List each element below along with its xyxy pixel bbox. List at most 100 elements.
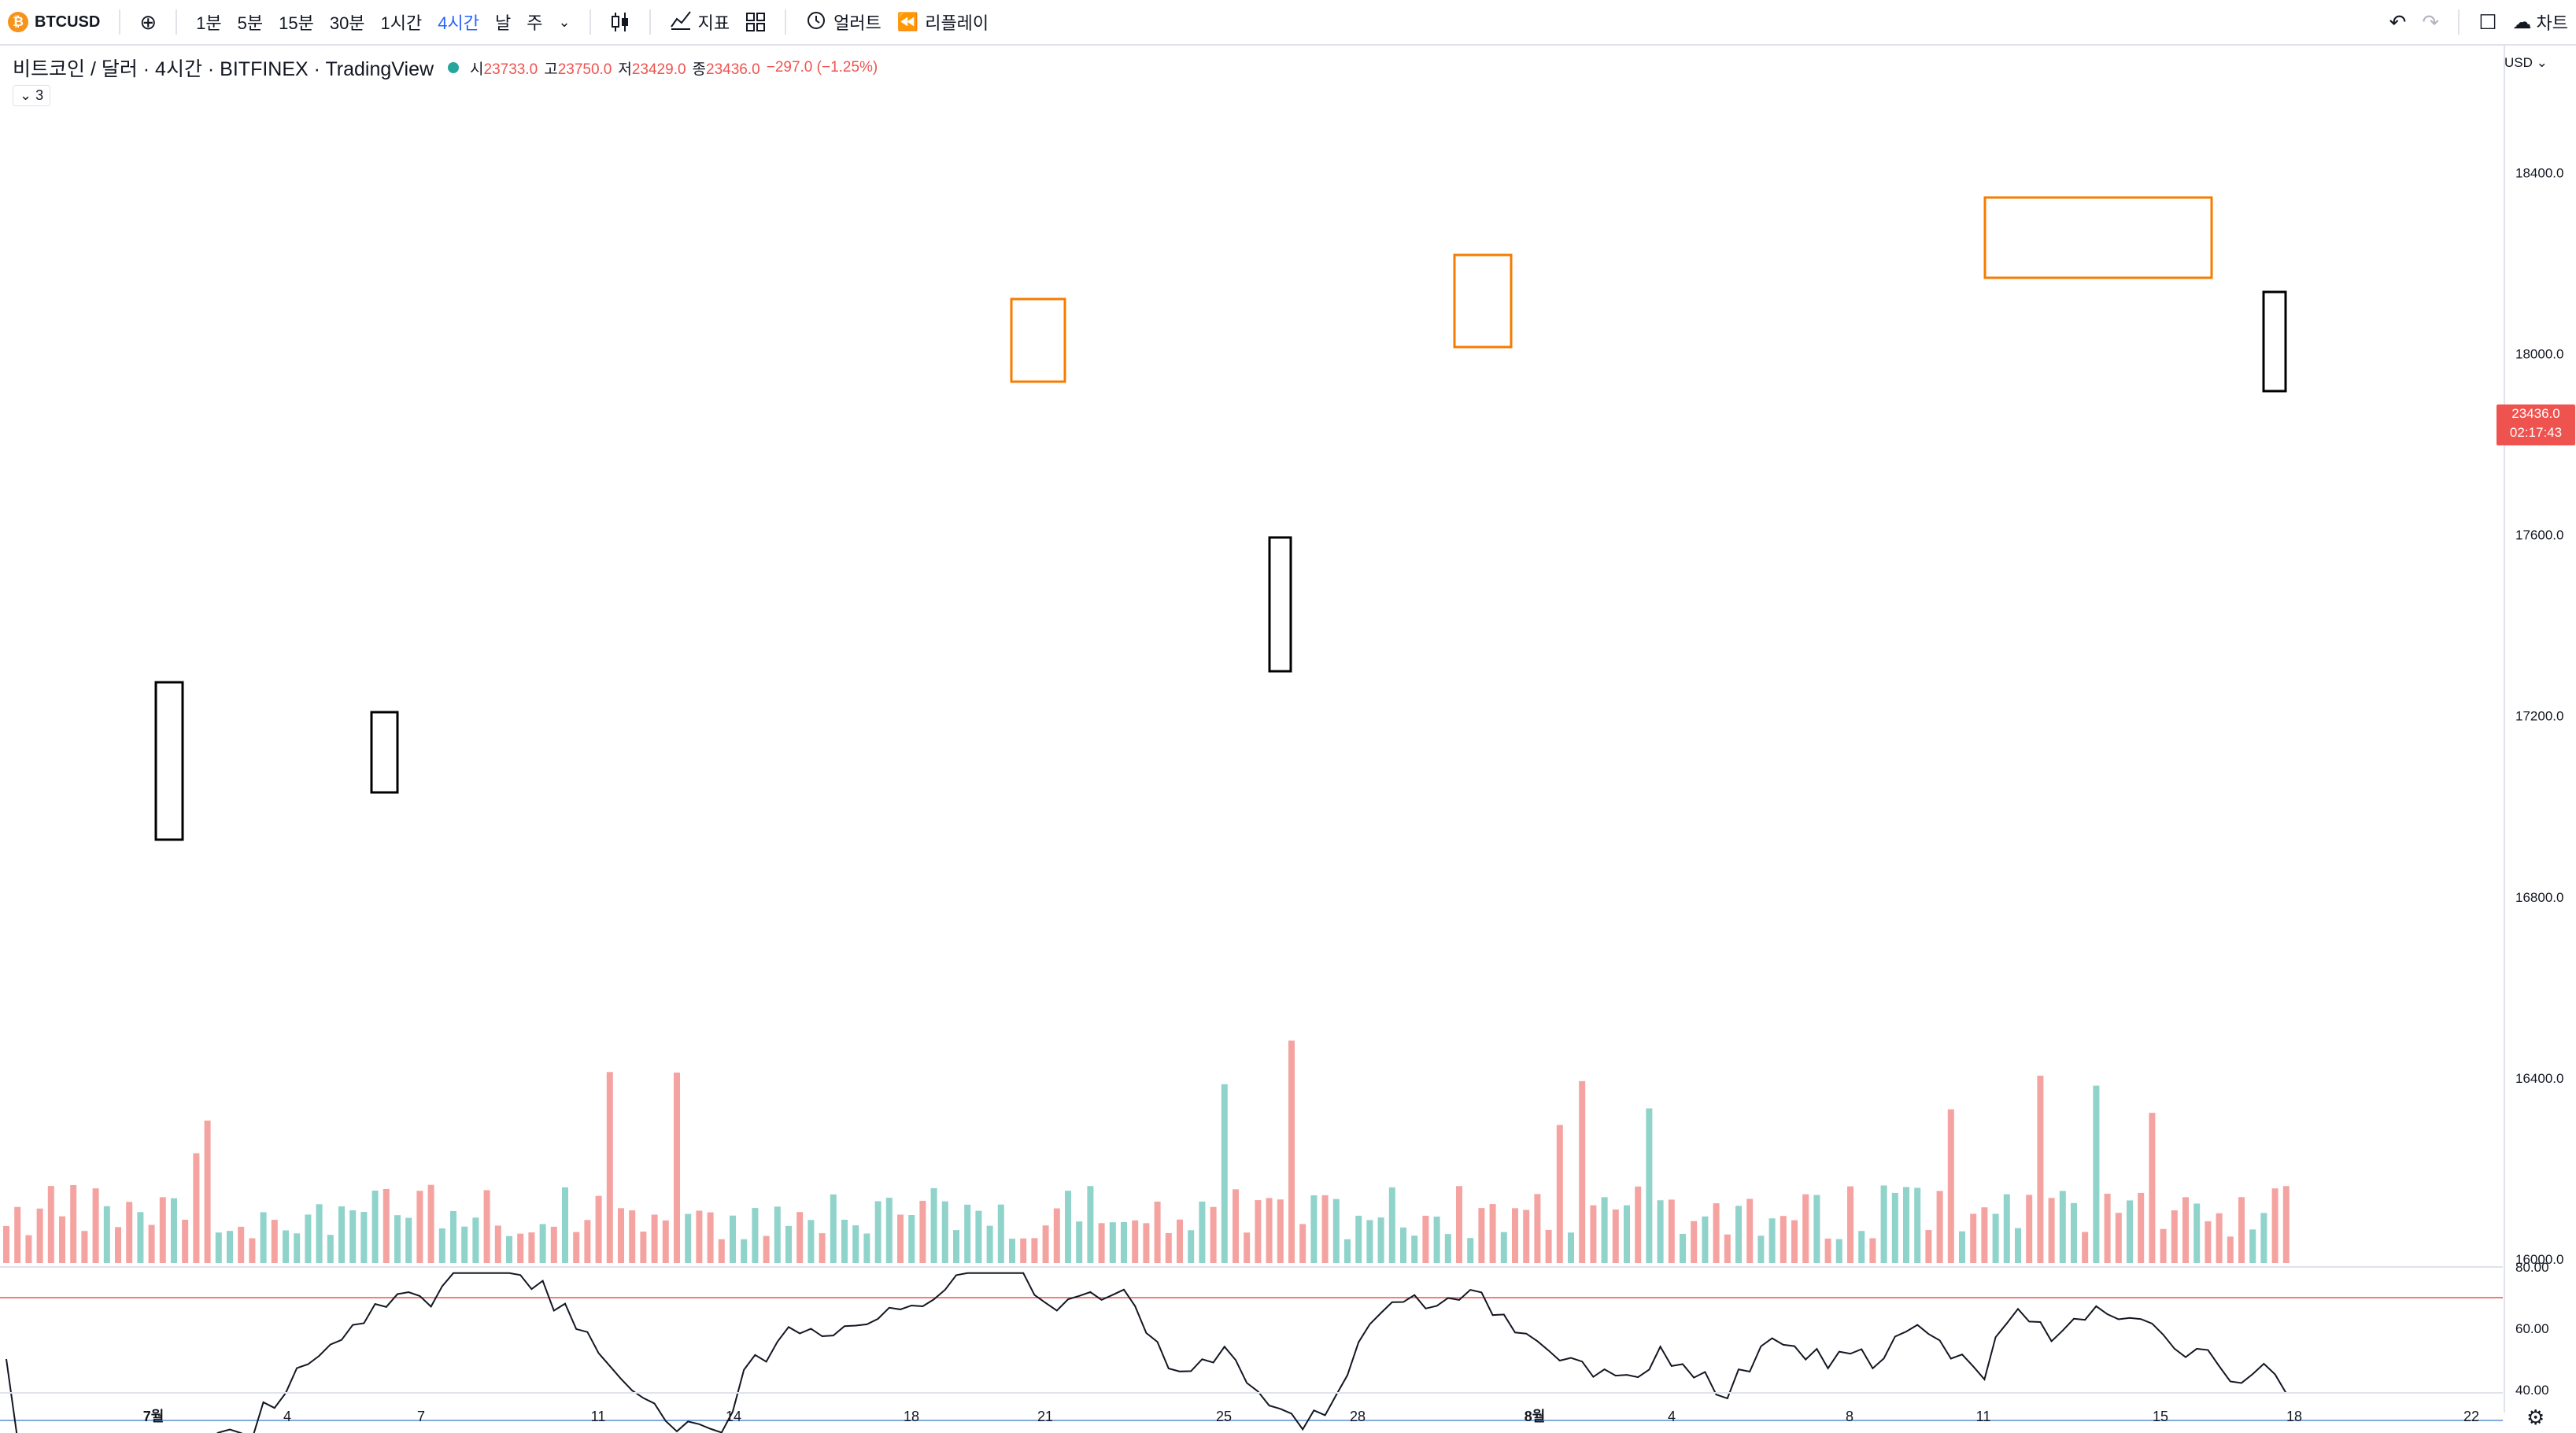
candles-icon[interactable] <box>602 11 638 33</box>
volume-bar <box>182 1219 189 1263</box>
volume-bar <box>305 1214 312 1263</box>
volume-bar <box>1321 1195 1329 1263</box>
volume-bar <box>685 1213 692 1263</box>
volume-bar <box>674 1072 680 1263</box>
interval-5m[interactable]: 5분 <box>237 13 264 33</box>
volume-bar <box>159 1197 166 1263</box>
replay-button[interactable]: ⏪ 리플레이 <box>889 9 996 35</box>
volume-bar <box>785 1225 792 1263</box>
volume-bar <box>1880 1185 1887 1263</box>
divider <box>119 9 121 35</box>
volume-bar <box>472 1217 479 1263</box>
volume-bar <box>1288 1040 1295 1263</box>
close-value: 23436.0 <box>706 61 760 78</box>
gear-icon[interactable]: ⚙ <box>2526 1405 2545 1429</box>
volume-bar <box>1601 1197 1608 1263</box>
price-tick-label: 16000.0 <box>2515 1252 2563 1267</box>
currency-selector[interactable]: USD ⌄ <box>2504 55 2548 70</box>
volume-bar <box>997 1204 1004 1263</box>
interval-day[interactable]: 날 <box>494 13 512 33</box>
volume-bar <box>897 1214 904 1263</box>
chevron-down-icon[interactable]: ⌄ <box>558 13 571 30</box>
volume-bar <box>1768 1218 1776 1263</box>
volume-bar <box>953 1230 959 1263</box>
volume-bar <box>1355 1215 1362 1263</box>
volume-bar <box>126 1202 133 1263</box>
currency-label: USD <box>2504 55 2533 70</box>
undo-icon[interactable]: ↶ <box>2389 9 2407 34</box>
volume-bar <box>115 1227 121 1263</box>
volume-bar <box>1802 1194 1809 1263</box>
cloud-save-button[interactable]: ☁ 차트 <box>2505 9 2576 35</box>
time-tick-label: 11 <box>1976 1409 1991 1424</box>
volume-bar <box>2003 1194 2010 1263</box>
volume-bar <box>696 1210 703 1263</box>
volume-bar <box>618 1208 624 1263</box>
volume-bar <box>2171 1210 2178 1263</box>
volume-bar <box>1635 1186 1642 1263</box>
volume-bar <box>349 1210 357 1263</box>
volume-bar <box>1132 1220 1139 1263</box>
volume-bar <box>830 1194 837 1263</box>
volume-bar <box>1512 1208 1518 1263</box>
symbol-search[interactable]: ₿ BTCUSD <box>0 12 108 32</box>
redo-icon[interactable]: ↷ <box>2422 9 2440 34</box>
time-tick-label: 18 <box>2286 1409 2302 1424</box>
volume-bar <box>1500 1232 1507 1263</box>
add-symbol-icon[interactable]: ⊕ <box>139 9 157 34</box>
bitcoin-icon: ₿ <box>8 12 28 32</box>
bar-countdown: 02:17:43 <box>2509 425 2563 440</box>
annotation-box <box>1453 253 1513 349</box>
volume-bars <box>3 1040 2290 1263</box>
interval-4h[interactable]: 4시간 <box>438 13 479 33</box>
interval-week[interactable]: 주 <box>527 13 543 33</box>
alerts-button[interactable]: 얼러트 <box>797 9 889 35</box>
replay-label: 리플레이 <box>925 13 989 33</box>
interval-1m[interactable]: 1분 <box>196 13 222 33</box>
alarm-icon <box>805 9 827 35</box>
volume-bar <box>1858 1231 1865 1263</box>
volume-bar <box>2227 1236 2234 1263</box>
volume-bar <box>2149 1113 2156 1263</box>
market-status-icon <box>448 62 460 73</box>
volume-bar <box>517 1233 524 1263</box>
volume-bar <box>2282 1186 2290 1263</box>
volume-bar <box>2015 1228 2021 1263</box>
low-label: 저 <box>618 61 632 78</box>
volume-bar <box>1891 1192 1898 1263</box>
layout-icon[interactable] <box>737 12 774 32</box>
interval-1h[interactable]: 1시간 <box>380 13 423 33</box>
time-tick-label: 11 <box>591 1409 606 1424</box>
volume-bar <box>919 1200 926 1263</box>
volume-bar <box>92 1188 99 1263</box>
time-tick-label: 21 <box>1037 1409 1053 1424</box>
volume-bar <box>1165 1232 1172 1263</box>
volume-bar <box>1813 1195 1820 1263</box>
volume-bar <box>606 1072 613 1263</box>
volume-bar <box>438 1228 445 1263</box>
price-chart[interactable]: 26000.025600.025200.024800.024400.024000… <box>0 46 2576 1433</box>
interval-30m[interactable]: 30분 <box>329 13 365 33</box>
annotation-box <box>1268 536 1292 673</box>
square-icon[interactable]: ☐ <box>2478 9 2497 34</box>
volume-bar <box>1143 1223 1150 1263</box>
volume-bar <box>2093 1085 2100 1263</box>
volume-bar <box>1031 1238 1038 1263</box>
collapse-indicators-toggle[interactable]: ⌄ 3 <box>13 85 51 106</box>
cloud-label: 차트 <box>2536 13 2568 33</box>
volume-bar <box>1691 1221 1698 1263</box>
divider <box>649 9 651 35</box>
time-tick-label: 8 <box>1846 1409 1853 1424</box>
volume-bar <box>1042 1225 1049 1263</box>
volume-bar <box>360 1212 368 1263</box>
volume-bar <box>1400 1227 1406 1263</box>
indicators-button[interactable]: 지표 <box>662 9 737 35</box>
volume-bar <box>1947 1109 1954 1263</box>
divider <box>2458 9 2460 35</box>
volume-bar <box>2216 1213 2223 1263</box>
volume-bar <box>1076 1221 1083 1263</box>
interval-15m[interactable]: 15분 <box>279 13 314 33</box>
rsi-pane <box>0 1272 2503 1433</box>
volume-bar <box>2238 1197 2245 1263</box>
volume-bar <box>975 1210 982 1263</box>
